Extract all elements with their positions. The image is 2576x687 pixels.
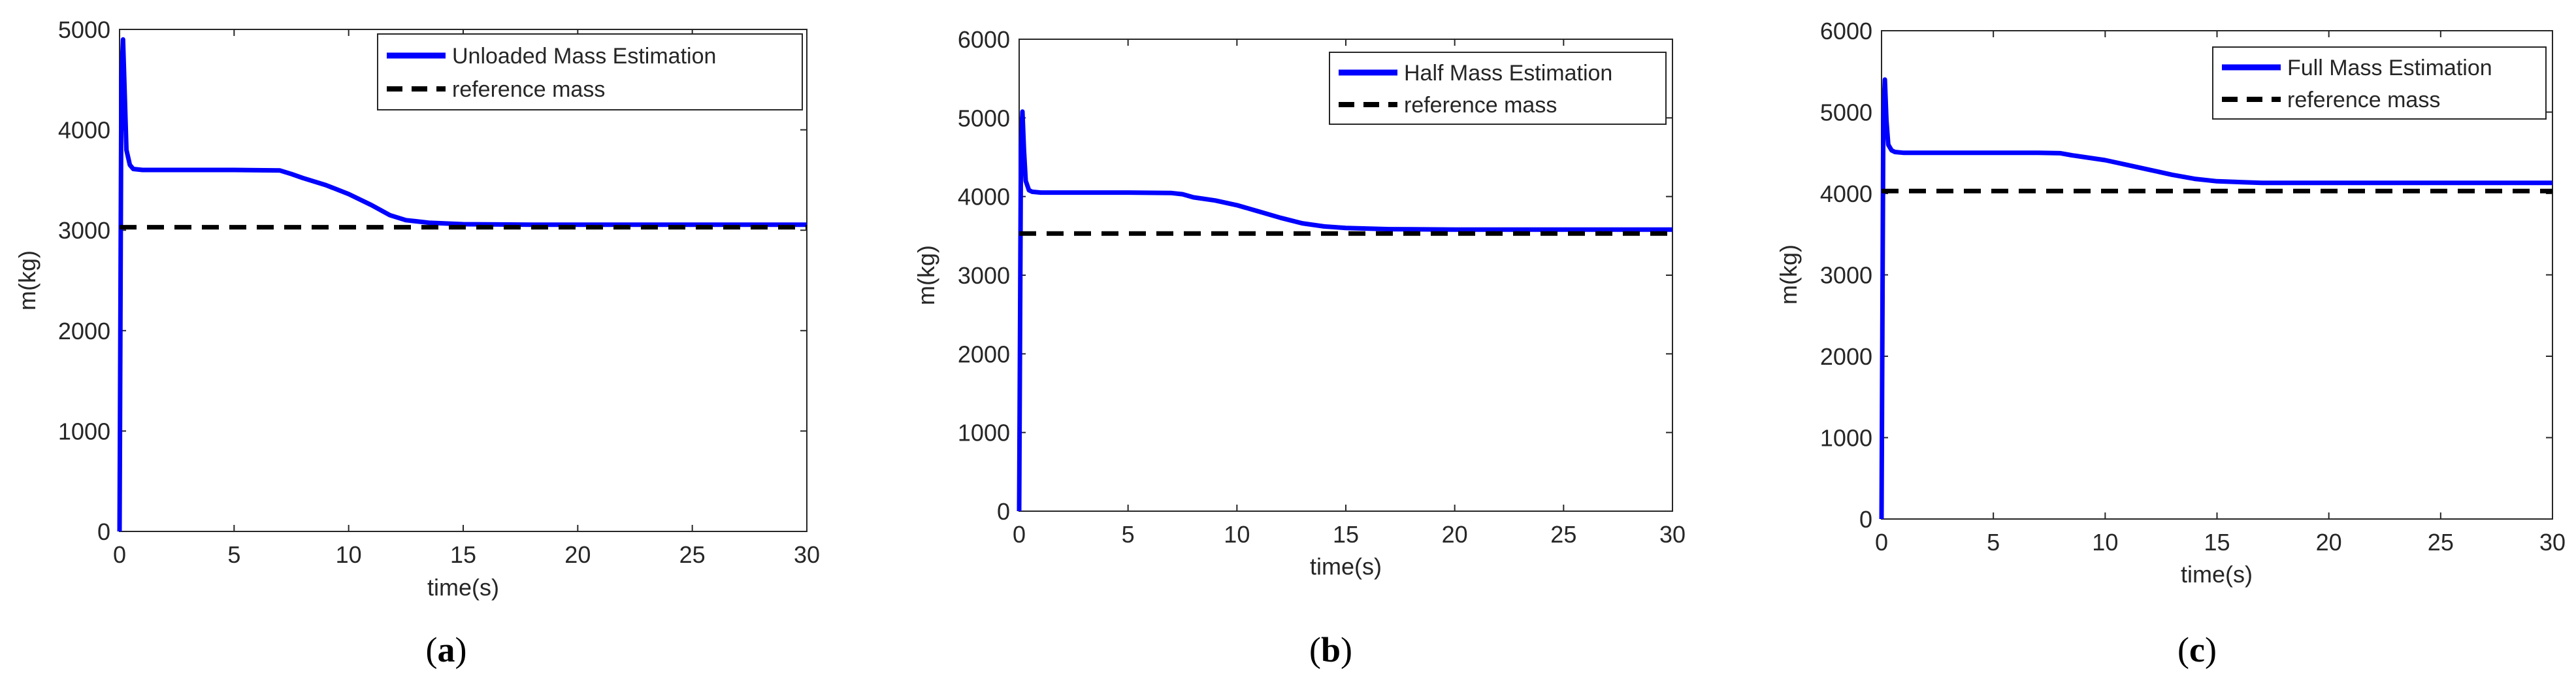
- chart-panel-b: 0 5 10 15 20 25 30 0 1000 2000 3000 4000 5000 6000 ti…: [913, 26, 1686, 669]
- y-axis-label: m(kg): [14, 250, 41, 310]
- x-tick-label: 20: [1442, 521, 1468, 548]
- plot-lines: [1017, 109, 1672, 512]
- y-tick-label: 0: [997, 498, 1010, 525]
- panel-caption: (c): [2177, 630, 2217, 669]
- panel-letter: a: [438, 630, 455, 669]
- x-tick-label: 20: [564, 541, 591, 568]
- x-tick-label: 15: [1333, 521, 1359, 548]
- x-tick-label: 10: [336, 541, 362, 568]
- y-axis-label: m(kg): [1775, 244, 1802, 305]
- plot-lines: [117, 37, 807, 532]
- panel-letter: c: [2189, 630, 2205, 669]
- x-tick-label: 10: [2092, 529, 2118, 556]
- x-tick-label: 5: [1122, 521, 1135, 548]
- panel-letter: b: [1321, 630, 1341, 669]
- y-tick-label: 6000: [1820, 18, 1872, 44]
- y-tick-label: 5000: [58, 16, 110, 43]
- y-tick-label: 6000: [958, 26, 1010, 53]
- y-tick-label: 5000: [958, 105, 1010, 131]
- y-tick-label: 4000: [1820, 180, 1872, 207]
- y-tick-label: 1000: [958, 420, 1010, 446]
- y-tick-label: 0: [1859, 506, 1872, 533]
- x-tick-label: 0: [1013, 521, 1026, 548]
- x-tick-label: 0: [1875, 529, 1888, 556]
- axis-ticks: 0 5 10 15 20 25 30 0 1000 2000 3000 4000 5000 6000: [1820, 18, 2566, 556]
- plot-area: [119, 29, 807, 532]
- y-tick-label: 5000: [1820, 99, 1872, 126]
- x-axis-label: time(s): [2181, 561, 2253, 588]
- plot-lines: [1879, 77, 2552, 520]
- x-axis-label: time(s): [1310, 553, 1382, 580]
- mass-estimation-line: [1017, 109, 1672, 512]
- x-tick-label: 30: [1659, 521, 1686, 548]
- panel-caption: (a): [426, 630, 467, 669]
- chart-panel-c: 0 5 10 15 20 25 30 0 1000 2000 3000 4000 5000 6000 ti…: [1775, 18, 2566, 669]
- legend-box: [2212, 46, 2547, 120]
- mass-estimation-line: [117, 37, 807, 532]
- axis-ticks: 0 5 10 15 20 25 30 0 1000 2000 3000 4000 5000: [58, 16, 820, 568]
- x-tick-label: 25: [679, 541, 706, 568]
- x-tick-label: 5: [1987, 529, 2000, 556]
- x-tick-label: 15: [450, 541, 476, 568]
- legend-label-estimate: Half Mass Estimation: [1404, 61, 1612, 86]
- x-tick-label: 30: [794, 541, 820, 568]
- chart-panel-a: 0 5 10 15 20 25 30 0 1000 2000 3000 4000 5000 time(s…: [14, 16, 820, 669]
- legend-label-estimate: Full Mass Estimation: [2287, 56, 2492, 80]
- x-tick-label: 0: [113, 541, 126, 568]
- x-tick-label: 10: [1224, 521, 1250, 548]
- y-tick-label: 3000: [1820, 262, 1872, 289]
- legend-box: [377, 33, 803, 110]
- x-tick-label: 15: [2204, 529, 2230, 556]
- y-tick-label: 3000: [958, 262, 1010, 289]
- x-tick-label: 20: [2316, 529, 2342, 556]
- legend: Half Mass Estimation reference mass: [1329, 52, 1667, 125]
- x-tick-label: 5: [227, 541, 240, 568]
- y-tick-label: 0: [97, 518, 110, 545]
- y-tick-label: 4000: [58, 117, 110, 144]
- x-tick-label: 30: [2539, 529, 2566, 556]
- legend-box: [1329, 52, 1667, 125]
- axis-ticks: 0 5 10 15 20 25 30 0 1000 2000 3000 4000 5000 6000: [958, 26, 1686, 548]
- panel-caption: (b): [1309, 630, 1352, 669]
- y-tick-label: 2000: [1820, 343, 1872, 370]
- x-axis-label: time(s): [427, 574, 499, 601]
- y-tick-label: 1000: [58, 418, 110, 444]
- mass-estimation-line: [1879, 77, 2552, 520]
- legend-label-estimate: Unloaded Mass Estimation: [452, 44, 716, 69]
- y-tick-label: 2000: [58, 318, 110, 344]
- y-tick-label: 2000: [958, 341, 1010, 367]
- legend-label-reference: reference mass: [452, 77, 605, 102]
- y-tick-label: 3000: [58, 217, 110, 244]
- legend: Unloaded Mass Estimation reference mass: [377, 33, 803, 110]
- legend: Full Mass Estimation reference mass: [2212, 46, 2547, 120]
- x-tick-label: 25: [1550, 521, 1576, 548]
- y-tick-label: 1000: [1820, 425, 1872, 452]
- y-axis-label: m(kg): [913, 245, 939, 305]
- legend-label-reference: reference mass: [2287, 88, 2440, 112]
- y-tick-label: 4000: [958, 184, 1010, 210]
- legend-label-reference: reference mass: [1404, 93, 1557, 118]
- x-tick-label: 25: [2428, 529, 2454, 556]
